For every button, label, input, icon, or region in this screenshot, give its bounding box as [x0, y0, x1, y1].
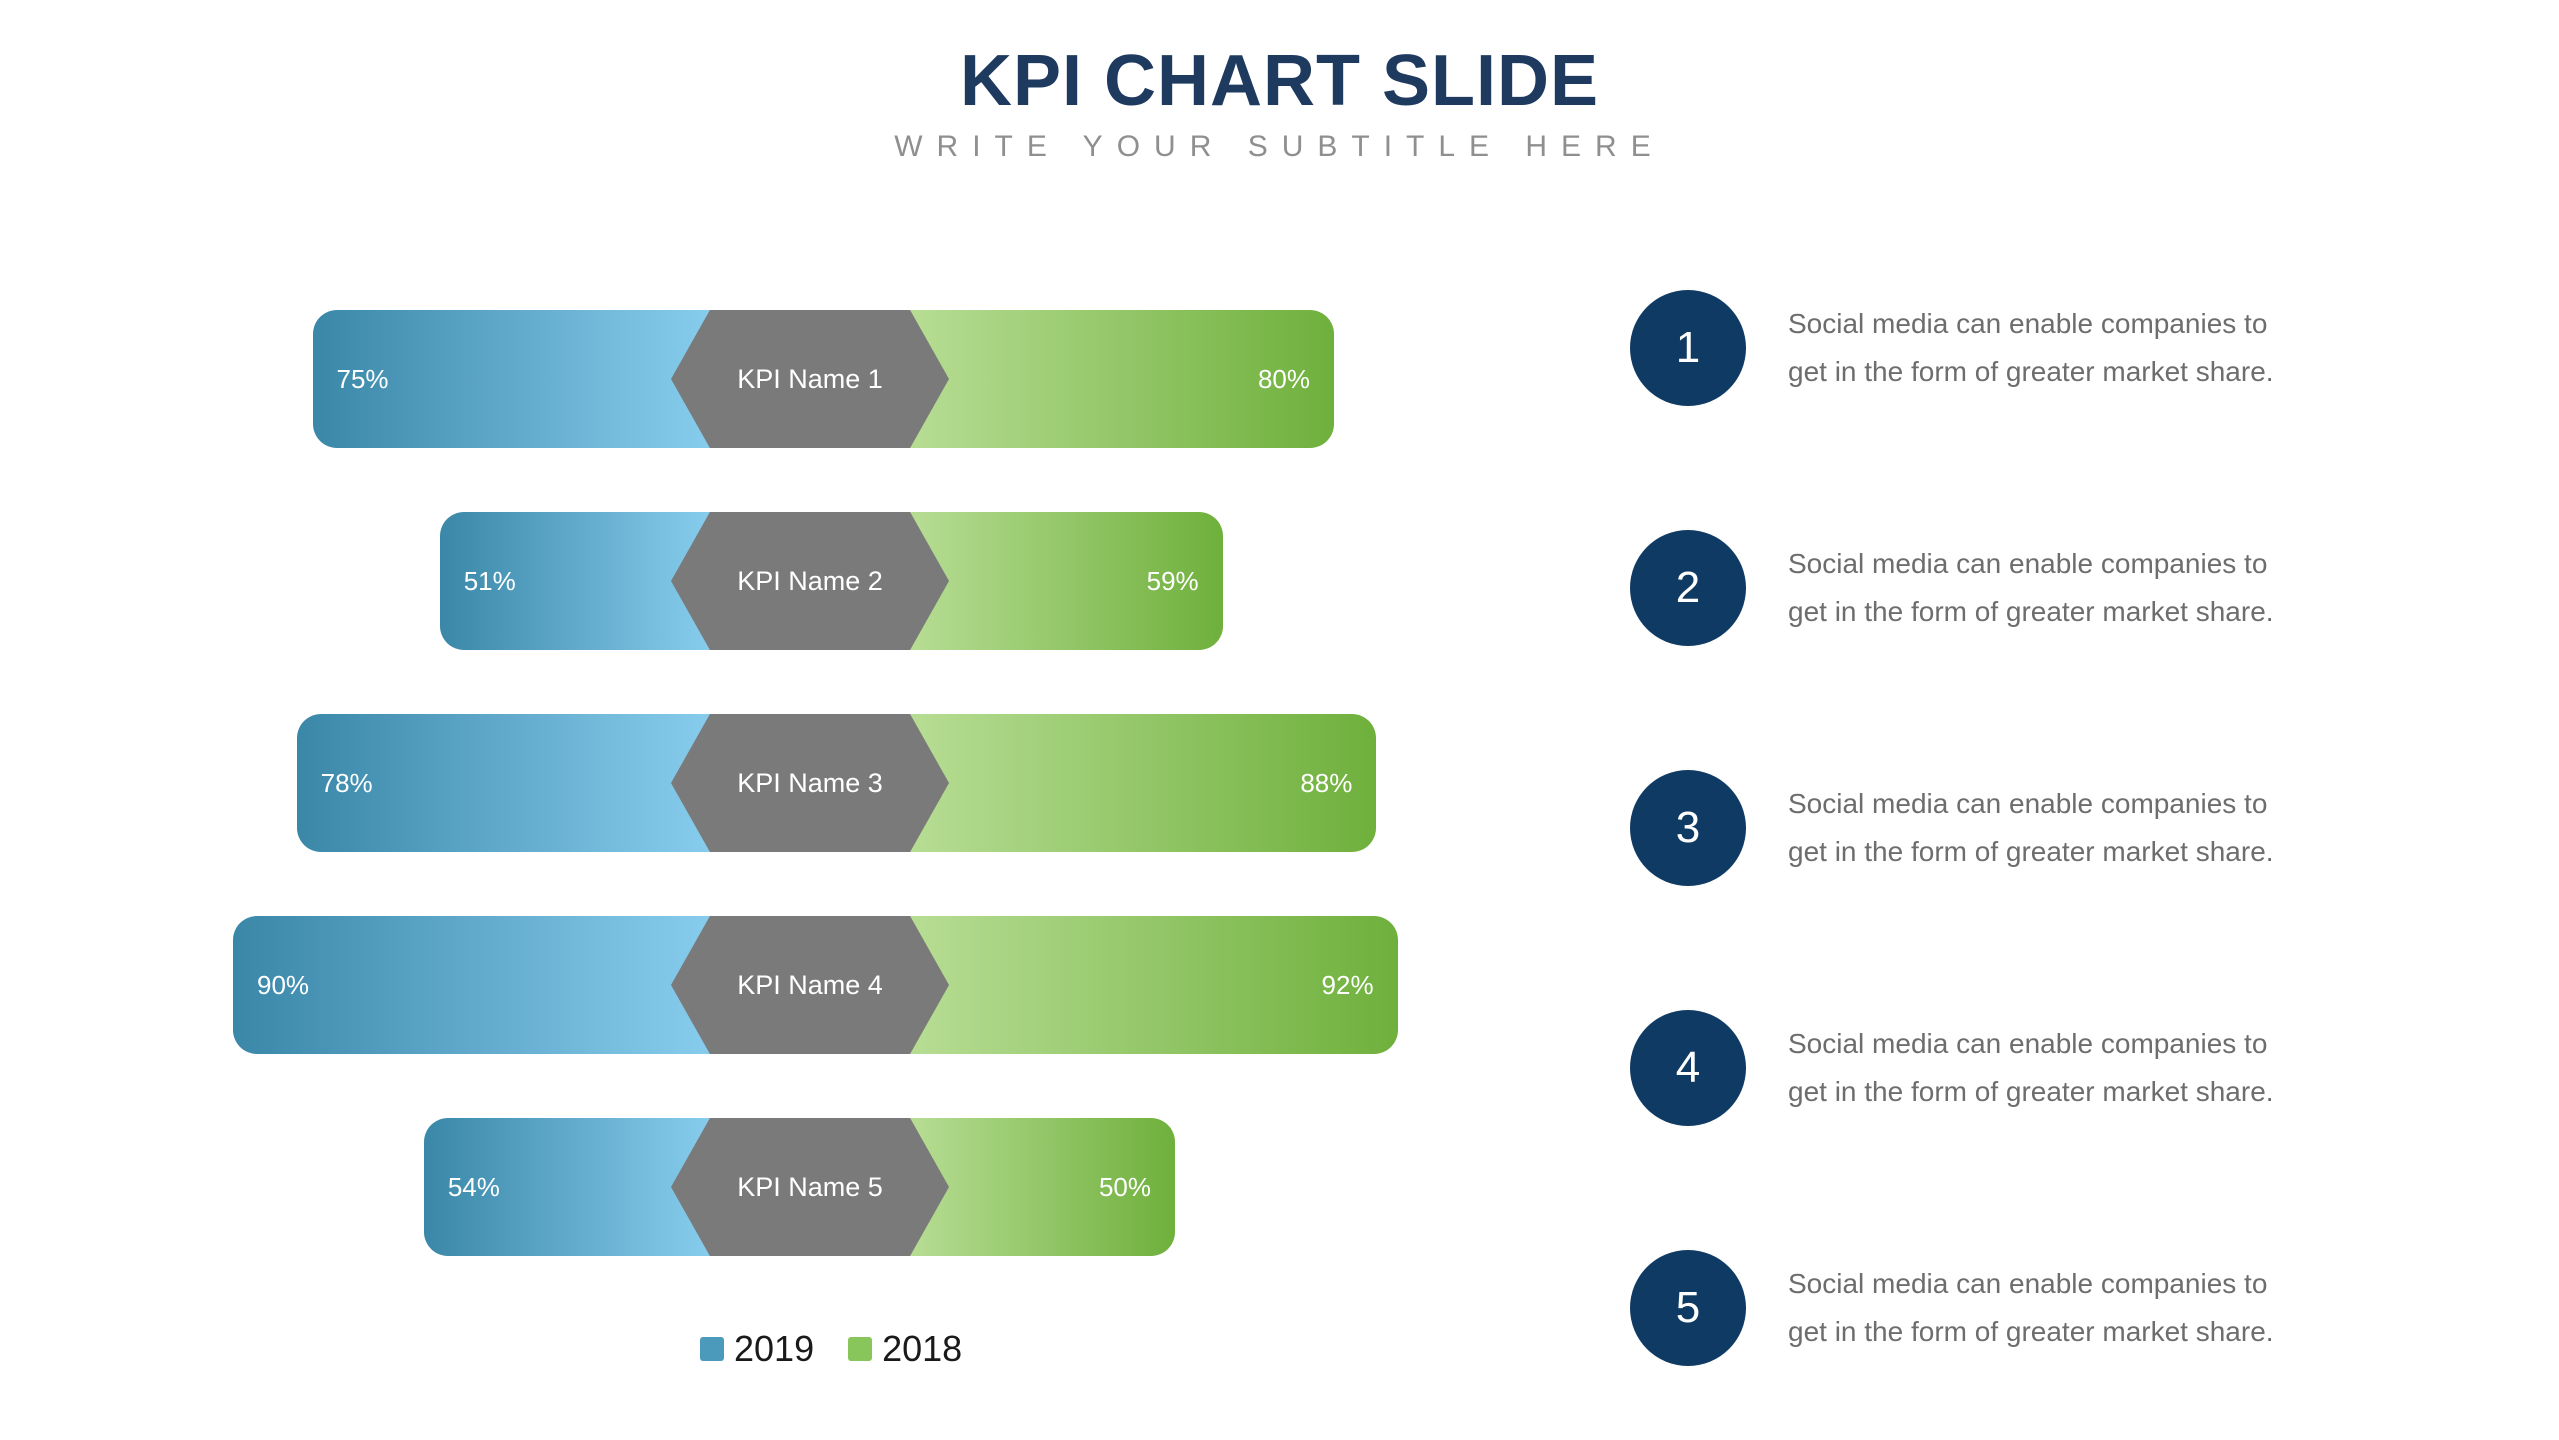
kpi-bar-left: 78%	[297, 714, 710, 852]
kpi-chart-slide: KPI CHART SLIDE WRITE YOUR SUBTITLE HERE…	[0, 0, 2559, 1440]
legend-item-2018: 2018	[848, 1328, 962, 1370]
note-number-badge: 3	[1630, 770, 1746, 886]
kpi-center-text: KPI Name 2	[737, 566, 883, 597]
kpi-center-text: KPI Name 1	[737, 364, 883, 395]
note-row: 4 Social media can enable companies to ge…	[1630, 1010, 2310, 1126]
kpi-chart: 75% 80% KPI Name 1 51% 59% KPI Name 2 78% 88% KP…	[180, 310, 1440, 1320]
legend-label: 2018	[882, 1328, 962, 1370]
note-number-badge: 1	[1630, 290, 1746, 406]
note-row: 2 Social media can enable companies to ge…	[1630, 530, 2310, 646]
kpi-bar-right: 88%	[910, 714, 1376, 852]
kpi-center-label: KPI Name 4	[671, 916, 949, 1054]
kpi-center-text: KPI Name 5	[737, 1172, 883, 1203]
kpi-bar-left: 51%	[440, 512, 710, 650]
kpi-bar-left: 75%	[313, 310, 711, 448]
note-number-badge: 2	[1630, 530, 1746, 646]
kpi-center-text: KPI Name 3	[737, 768, 883, 799]
note-text: Social media can enable companies to get…	[1788, 1020, 2310, 1115]
kpi-bar-left: 90%	[233, 916, 710, 1054]
note-number-badge: 5	[1630, 1250, 1746, 1366]
slide-header: KPI CHART SLIDE WRITE YOUR SUBTITLE HERE	[0, 40, 2559, 164]
note-text: Social media can enable companies to get…	[1788, 300, 2310, 395]
kpi-row: 51% 59% KPI Name 2	[180, 512, 1440, 650]
kpi-row: 90% 92% KPI Name 4	[180, 916, 1440, 1054]
chart-legend: 2019 2018	[700, 1328, 962, 1370]
kpi-row: 75% 80% KPI Name 1	[180, 310, 1440, 448]
kpi-center-label: KPI Name 5	[671, 1118, 949, 1256]
slide-title: KPI CHART SLIDE	[0, 40, 2559, 122]
note-row: 3 Social media can enable companies to ge…	[1630, 770, 2310, 886]
kpi-bar-right: 59%	[910, 512, 1223, 650]
legend-swatch	[848, 1337, 872, 1361]
kpi-center-label: KPI Name 3	[671, 714, 949, 852]
legend-label: 2019	[734, 1328, 814, 1370]
legend-item-2019: 2019	[700, 1328, 814, 1370]
slide-subtitle: WRITE YOUR SUBTITLE HERE	[0, 130, 2559, 164]
notes-column: 1 Social media can enable companies to ge…	[1630, 290, 2310, 1440]
kpi-bar-right: 92%	[910, 916, 1398, 1054]
note-number-badge: 4	[1630, 1010, 1746, 1126]
kpi-row: 54% 50% KPI Name 5	[180, 1118, 1440, 1256]
kpi-bar-right: 80%	[910, 310, 1334, 448]
kpi-center-text: KPI Name 4	[737, 970, 883, 1001]
note-row: 1 Social media can enable companies to ge…	[1630, 290, 2310, 406]
legend-swatch	[700, 1337, 724, 1361]
kpi-center-label: KPI Name 2	[671, 512, 949, 650]
note-text: Social media can enable companies to get…	[1788, 780, 2310, 875]
note-text: Social media can enable companies to get…	[1788, 1260, 2310, 1355]
kpi-bar-right: 50%	[910, 1118, 1175, 1256]
kpi-row: 78% 88% KPI Name 3	[180, 714, 1440, 852]
kpi-bar-left: 54%	[424, 1118, 710, 1256]
kpi-center-label: KPI Name 1	[671, 310, 949, 448]
note-text: Social media can enable companies to get…	[1788, 540, 2310, 635]
note-row: 5 Social media can enable companies to ge…	[1630, 1250, 2310, 1366]
